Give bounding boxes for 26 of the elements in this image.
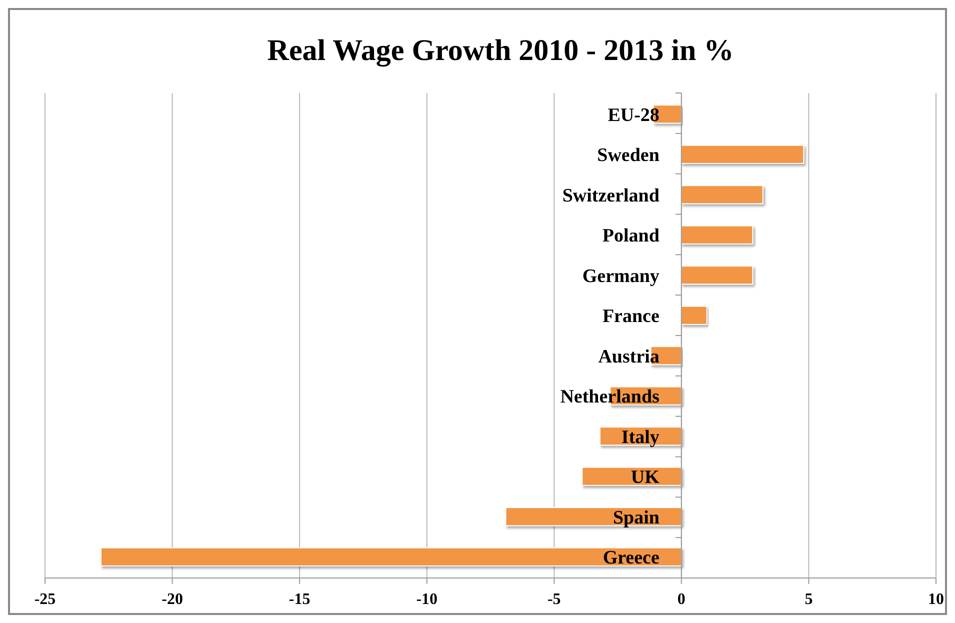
x-tick-label: -25	[34, 591, 56, 608]
bar	[680, 266, 754, 285]
x-tick-label: -5	[547, 591, 561, 608]
y-tick-label: UK	[630, 467, 660, 488]
y-tick-label: Switzerland	[562, 185, 660, 206]
y-tick-label: Poland	[602, 226, 660, 247]
bar	[100, 547, 682, 566]
bar	[680, 144, 804, 164]
bar	[582, 466, 682, 486]
chart-title: Real Wage Growth 2010 - 2013 in %	[267, 34, 734, 67]
bar	[680, 185, 764, 204]
x-tick-label: -15	[288, 591, 310, 608]
x-tick-label: 0	[677, 591, 686, 608]
bar	[505, 507, 682, 526]
x-tick-label: -10	[416, 591, 438, 608]
x-tick-label: 10	[928, 591, 944, 608]
x-tick-label: 5	[804, 591, 813, 608]
bar	[680, 306, 708, 325]
y-tick-label: Germany	[582, 266, 660, 287]
y-tick-label: Spain	[612, 507, 660, 528]
y-tick-label: Greece	[602, 548, 660, 569]
y-tick-label: Sweden	[597, 145, 660, 166]
y-tick-label: France	[602, 306, 660, 328]
bar	[680, 225, 754, 244]
y-tick-label: Italy	[621, 426, 660, 448]
x-tick-label: -20	[162, 591, 183, 608]
